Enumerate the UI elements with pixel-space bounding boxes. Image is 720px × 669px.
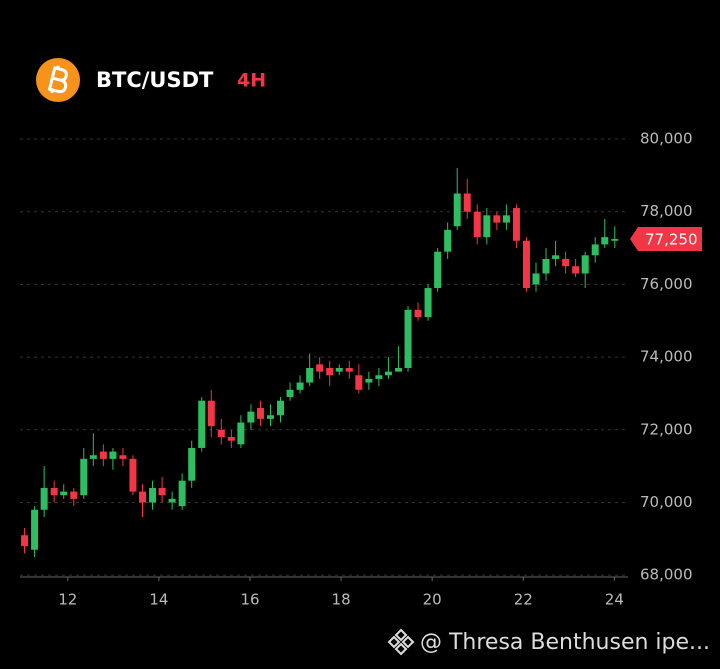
candle-body <box>316 364 324 372</box>
candle-body <box>326 367 334 376</box>
candle-body <box>562 258 570 267</box>
candle-body <box>286 389 294 398</box>
candle-body <box>70 491 78 499</box>
coin-glyph <box>47 65 68 94</box>
candle-body <box>591 244 599 256</box>
candle-body <box>502 215 510 223</box>
candle-body <box>80 458 88 496</box>
candle-body <box>306 367 314 383</box>
candle-body <box>611 238 619 241</box>
candle-body <box>99 451 107 459</box>
candle-body <box>40 487 48 510</box>
candle-body <box>434 251 442 289</box>
binance-icon <box>387 628 415 656</box>
candle-body <box>198 400 206 448</box>
x-tick-label: 14 <box>149 591 168 609</box>
candle-body <box>149 487 157 503</box>
candle-body <box>483 215 491 238</box>
y-tick-label: 76,000 <box>640 275 693 293</box>
candle-body <box>473 211 481 238</box>
candle-body <box>493 215 501 223</box>
candle-body <box>424 288 432 318</box>
y-tick-label: 70,000 <box>640 493 693 511</box>
candle-body <box>365 378 373 383</box>
y-tick-label: 72,000 <box>640 420 693 438</box>
x-tick-label: 16 <box>240 591 259 609</box>
y-tick-label: 78,000 <box>640 202 693 220</box>
candle-body <box>542 258 550 274</box>
x-tick-label: 20 <box>423 591 442 609</box>
y-tick-label: 74,000 <box>640 348 693 366</box>
candle-body <box>109 451 117 459</box>
candle-body <box>463 193 471 212</box>
candle-body <box>335 367 343 372</box>
candle-body <box>21 535 29 547</box>
y-tick-label: 80,000 <box>640 129 693 147</box>
x-tick-label: 12 <box>58 591 77 609</box>
candle-body <box>581 255 589 274</box>
candle-body <box>50 487 58 496</box>
candle-body <box>139 491 147 503</box>
x-tick-label: 18 <box>332 591 351 609</box>
candle-body <box>247 411 255 423</box>
price-tag <box>630 226 702 251</box>
candle-body <box>188 447 196 481</box>
x-tick-label: 24 <box>605 591 624 609</box>
pair-title: BTC/USDT <box>96 68 214 92</box>
candle-body <box>217 429 225 438</box>
candle-body <box>552 255 560 259</box>
candle-body <box>532 273 540 285</box>
candle-body <box>296 382 304 390</box>
watermark: @ Thresa Benthusen ipe... <box>420 630 710 655</box>
candle-body <box>355 375 363 390</box>
interval: 4H <box>237 70 266 92</box>
price-tag-label: 77,250 <box>645 230 698 248</box>
candle-body <box>414 309 422 318</box>
candle-body <box>178 480 186 507</box>
candle-body <box>375 375 383 379</box>
candle-body <box>60 491 68 496</box>
candle-body <box>168 498 176 503</box>
candle-body <box>601 237 609 245</box>
candle-body <box>394 367 402 372</box>
candle-body <box>237 422 245 445</box>
candle-body <box>444 229 452 252</box>
candle-body <box>119 455 127 459</box>
candle-body <box>522 240 530 289</box>
candle-body <box>277 400 285 416</box>
candle-body <box>572 266 580 274</box>
candle-body <box>266 415 274 419</box>
candle-body <box>512 208 520 241</box>
candle-body <box>227 437 235 441</box>
candle-body <box>453 193 461 227</box>
candle-body <box>404 309 412 368</box>
candle-body <box>207 400 215 427</box>
candle-body <box>158 487 166 496</box>
candle-body <box>89 455 97 459</box>
y-tick-label: 68,000 <box>640 566 693 584</box>
candle-body <box>129 458 137 492</box>
candle-body <box>256 407 264 419</box>
x-tick-label: 22 <box>514 591 533 609</box>
candle-body <box>345 367 353 372</box>
candle-body <box>384 371 392 376</box>
candle-body <box>31 509 39 550</box>
